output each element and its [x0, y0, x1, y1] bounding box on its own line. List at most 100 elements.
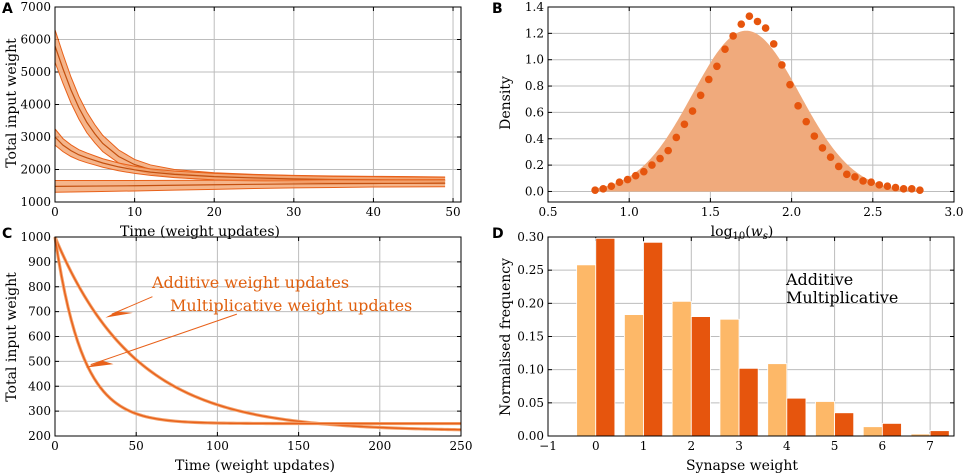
panel-c-ytick-label: 400 [28, 379, 51, 393]
panel-b-point [802, 117, 811, 126]
panel-b-point [851, 173, 859, 181]
panel-d-xtick-label: 0 [592, 439, 600, 453]
panel-b-point [843, 170, 851, 179]
panel-b-xtick-label: 2.5 [863, 205, 882, 219]
panel-d-bar-multiplicative [690, 316, 711, 437]
panel-d-ytick-label: 0.05 [517, 396, 544, 410]
panel-c-xlabel: Time (weight updates) [175, 458, 335, 474]
panel-a-xlabel: Time (weight updates) [120, 224, 280, 240]
panel-b-point [891, 183, 900, 192]
panel-b-point [883, 182, 892, 190]
panel-a-chart: 0 10 20 30 40 50 1000 2000 3000 4000 5000 6000 7000 [20, 0, 462, 219]
panel-a-band-0 [55, 29, 446, 184]
panel-d-bar-additive [671, 300, 692, 437]
panel-d-bar-multiplicative [595, 237, 616, 437]
panel-label-a: A [2, 1, 13, 17]
panel-label-b: B [492, 1, 503, 17]
legend-multiplicative: Multiplicative [786, 288, 898, 307]
panel-b-ytick-label: 0.2 [525, 158, 544, 172]
panel-b-point [818, 144, 827, 152]
panel-b-point [867, 178, 875, 187]
panel-b-point [899, 185, 908, 193]
panel-d-bar-additive [862, 426, 883, 437]
panel-b-point [721, 45, 729, 53]
panel-c-chart: 0 50 100 150 200 250 200 300 400 500 600 700 800 900 1… [20, 230, 472, 453]
panel-a-line-0 [54, 45, 446, 181]
panel-c-ylabel: Total input weight [4, 272, 20, 402]
panel-b-frame [547, 6, 955, 203]
panel-a-band-edge [55, 179, 446, 182]
panel-d-chart: −1 0 1 2 3 4 5 6 7 0.00 0.05 0.10 0.15 0.20 0.25 0.30 [517, 230, 955, 453]
panel-a-xtick-label: 50 [445, 205, 460, 219]
panel-a-line-2 [54, 182, 446, 187]
panel-a-band-edge [54, 128, 446, 178]
panel-b-point [631, 171, 640, 180]
panel-a-ytick-label: 6000 [20, 33, 51, 47]
panel-a-ytick-label: 1000 [20, 195, 51, 209]
panel-b-ytick-label: 1.4 [525, 0, 544, 14]
panel-b-point [826, 153, 835, 162]
panel-b-point [834, 162, 843, 171]
panel-b-point [786, 80, 794, 89]
panel-b-density-area [593, 30, 922, 192]
panel-c-frame [54, 236, 462, 437]
panel-b-xtick-label: 0.5 [538, 205, 557, 219]
panel-b-point [696, 91, 705, 100]
additive-annotation: Additive weight updates [151, 273, 349, 292]
panel-d-xtick-label: 3 [735, 439, 743, 453]
panel-b-point [907, 185, 916, 193]
panel-c-band-0 [53, 236, 462, 432]
panel-d-ytick-label: 0.00 [517, 429, 544, 443]
panel-b-point [778, 61, 786, 69]
panel-d-ytick-label: 0.20 [517, 296, 544, 310]
panel-d-xlabel: Synapse weight [686, 458, 798, 474]
panel-b-ytick-label: 0.6 [525, 105, 544, 119]
panel-c-ytick-label: 800 [28, 280, 51, 294]
panel-a-ylabel: Total input weight [4, 38, 20, 168]
panel-b-point [745, 12, 754, 21]
panel-c-line-0 [54, 236, 462, 431]
panel-d-xtick-label: 1 [640, 439, 648, 453]
panel-a-xtick-label: 10 [127, 205, 142, 219]
panel-b-point [713, 62, 721, 71]
panel-c-arrow-multiplicative [90, 313, 238, 366]
panel-b-point [680, 120, 689, 129]
panel-b-point [859, 177, 867, 185]
panel-b-ytick-label: 0.0 [525, 184, 544, 198]
multiplicative-annotation: Multiplicative weight updates [170, 296, 412, 315]
panel-c-arrow-additive [111, 296, 153, 315]
panel-c-xtick-label: 0 [51, 439, 59, 453]
panel-c-ytick-label: 500 [28, 354, 51, 368]
panel-c-arrowhead-additive [105, 311, 133, 318]
panel-b-point [794, 102, 802, 110]
panel-b-ytick-label: 0.8 [525, 79, 544, 93]
panel-c-ytick-label: 1000 [20, 230, 51, 244]
panel-c-arrowhead-multiplicative [85, 360, 114, 368]
panel-b-point [753, 17, 762, 26]
panel-b-point [729, 32, 737, 40]
panel-d-ylabel: Normalised frequency [498, 258, 514, 416]
panel-d-bar-additive [624, 314, 644, 437]
legend-additive: Additive [785, 270, 853, 289]
panel-a-xtick-label: 20 [207, 205, 222, 219]
panel-b-ylabel: Density [498, 76, 514, 130]
panel-d-bar-multiplicative [881, 422, 902, 437]
panel-b-point [599, 185, 608, 193]
panel-c-xtick-label: 100 [206, 439, 229, 453]
panel-d-xtick-label: 6 [879, 439, 887, 453]
panel-a-ytick-label: 2000 [20, 163, 51, 177]
panel-b-xtick-label: 1.0 [620, 205, 639, 219]
panel-b-point [623, 175, 632, 184]
panel-b-ytick-label: 1.2 [525, 26, 544, 40]
panel-d-xtick-label: 2 [687, 439, 695, 453]
panel-b-point [591, 186, 599, 194]
panel-d-ytick-label: 0.30 [517, 230, 544, 244]
panel-d-xtick-label: 7 [926, 439, 934, 453]
panel-b-point [615, 178, 624, 187]
panel-d-ytick-label: 0.10 [517, 363, 544, 377]
panel-a-ytick-label: 7000 [20, 0, 51, 14]
panel-b-point [875, 181, 884, 189]
panel-a-band-edge [54, 186, 446, 193]
panel-d-bar-multiplicative [738, 367, 759, 437]
panel-c-xtick-label: 250 [450, 439, 473, 453]
